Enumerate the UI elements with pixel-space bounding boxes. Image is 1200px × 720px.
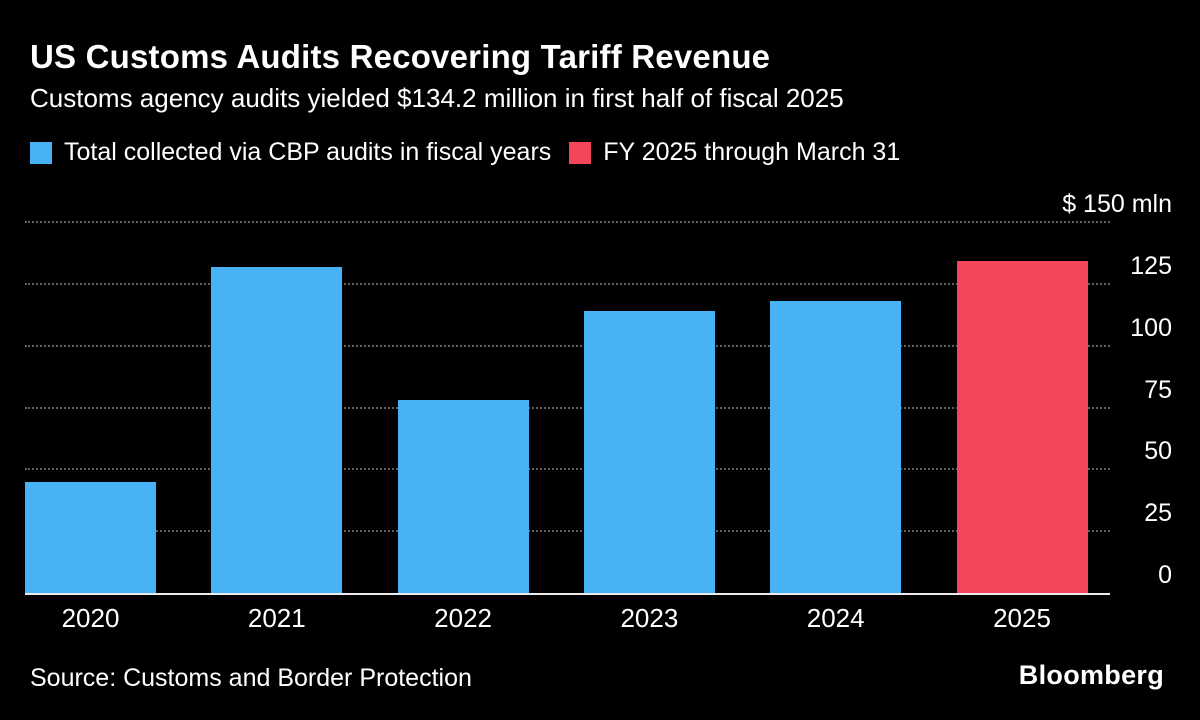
bar-2022 — [397, 400, 529, 593]
y-tick-label-100: 100 — [1130, 313, 1172, 342]
y-tick-label-0: 0 — [1158, 561, 1172, 589]
bar-2023 — [583, 311, 715, 593]
gridline-75 — [25, 406, 1110, 409]
chart-subtitle: Customs agency audits yielded $134.2 mil… — [30, 83, 844, 113]
gridline-100 — [25, 344, 1110, 347]
bar-2025 — [956, 261, 1088, 593]
legend-item-0: Total collected via CBP audits in fiscal… — [30, 138, 551, 167]
y-tick-label-50: 50 — [1144, 437, 1172, 466]
source-credit: Source: Customs and Border Protection — [30, 664, 472, 692]
legend: Total collected via CBP audits in fiscal… — [30, 138, 900, 167]
x-tick-label-2021: 2021 — [247, 603, 306, 633]
gridline-125 — [25, 282, 1110, 285]
bar-2021 — [211, 266, 343, 593]
plot-area — [25, 221, 1110, 595]
x-tick-label-2024: 2024 — [806, 603, 865, 633]
bar-2024 — [770, 301, 902, 593]
chart-title: US Customs Audits Recovering Tariff Reve… — [30, 38, 771, 75]
gridline-150 — [25, 221, 1110, 223]
x-axis: 2020 2021 2022 2023 2024 2025 — [25, 603, 1110, 635]
x-tick-label-2020: 2020 — [61, 603, 120, 633]
y-tick-label-125: 125 — [1130, 251, 1172, 280]
bloomberg-logo: Bloomberg — [1018, 660, 1164, 690]
legend-item-1: FY 2025 through March 31 — [569, 138, 900, 167]
x-tick-label-2023: 2023 — [620, 603, 679, 633]
bar-2020 — [25, 481, 156, 593]
y-tick-label-150: $ 150 mln — [1062, 190, 1172, 218]
legend-label-1: FY 2025 through March 31 — [603, 138, 901, 166]
y-tick-label-25: 25 — [1144, 499, 1172, 528]
x-tick-label-2022: 2022 — [434, 603, 493, 633]
y-tick-label-75: 75 — [1144, 375, 1172, 404]
legend-swatch-1 — [569, 141, 592, 164]
legend-swatch-0 — [30, 141, 52, 164]
x-tick-label-2025: 2025 — [993, 603, 1051, 633]
gridline-50 — [25, 468, 1110, 471]
legend-label-0: Total collected via CBP audits in fiscal… — [64, 138, 552, 166]
gridline-25 — [25, 530, 1110, 533]
y-axis: $ 150 mln 125 100 75 50 25 0 — [952, 190, 1172, 593]
